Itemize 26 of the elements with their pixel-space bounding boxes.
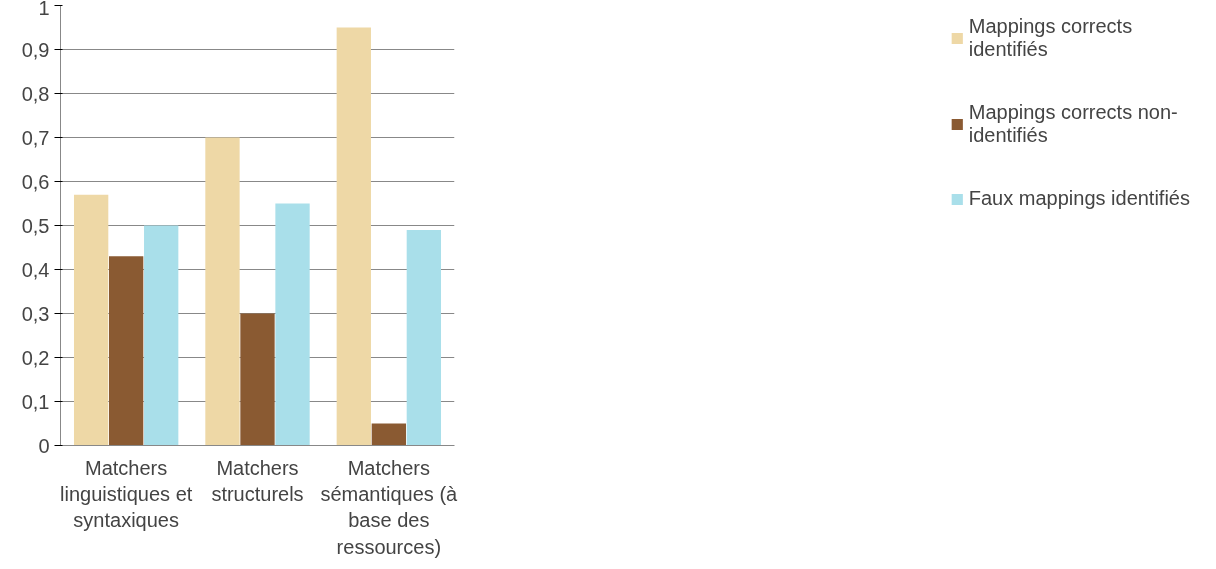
- bar: [205, 137, 240, 446]
- legend-label: Mappings corrects identifiés: [968, 15, 1133, 61]
- legend-label: Mappings corrects non-identifiés: [968, 101, 1178, 147]
- bar: [240, 313, 275, 446]
- y-tick-label: 1: [38, 0, 50, 19]
- bar: [109, 256, 144, 446]
- y-tick-label: 0,5: [21, 214, 50, 237]
- bar: [336, 27, 371, 446]
- y-tick-label: 0,1: [21, 390, 50, 413]
- bar: [371, 423, 406, 446]
- y-tick-label: 0,6: [21, 170, 50, 193]
- bar: [275, 203, 310, 446]
- bar: [406, 229, 442, 446]
- legend-label: Faux mappings identifiés: [968, 187, 1190, 210]
- x-tick-label: Matchers linguistiques et syntaxiques: [60, 456, 193, 532]
- y-tick-label: 0,8: [21, 82, 50, 105]
- x-tick-label: Matchers sémantiques (à base des ressources): [320, 456, 459, 558]
- x-tick-label: Matchers structurels: [211, 456, 304, 505]
- y-tick-label: 0,3: [21, 302, 50, 325]
- y-tick-label: 0,2: [21, 346, 50, 369]
- y-tick-label: 0,9: [21, 38, 50, 61]
- y-tick-label: 0,7: [21, 126, 50, 149]
- bar: [144, 225, 179, 446]
- bar: [73, 194, 109, 446]
- y-tick-label: 0,4: [21, 258, 50, 281]
- y-tick-label: 0: [38, 434, 50, 457]
